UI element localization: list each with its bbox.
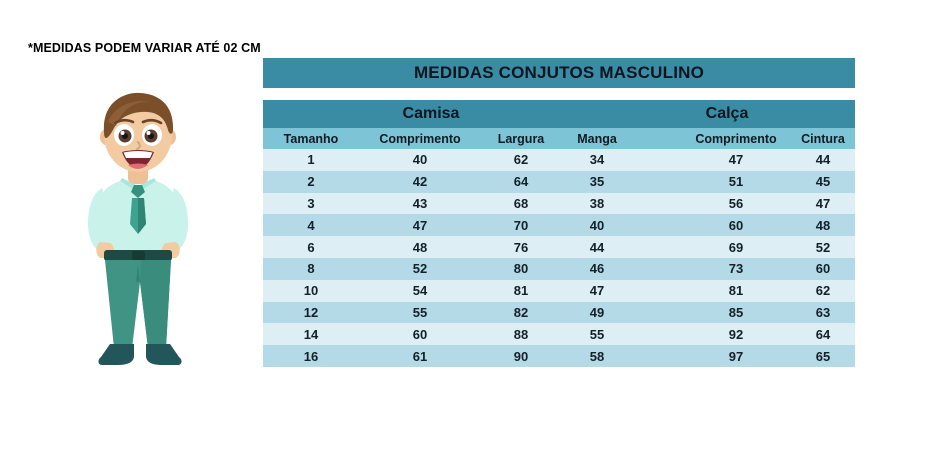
cell-calca-comprimento: 56 xyxy=(728,195,744,211)
cell-calca-comprimento: 51 xyxy=(728,174,744,190)
table-row: 3 43 68 38 56 47 xyxy=(263,192,855,215)
table-row: 14 60 88 55 92 64 xyxy=(263,323,855,346)
cell-calca-comprimento: 60 xyxy=(728,217,744,233)
cell-calca-comprimento: 47 xyxy=(728,152,744,168)
measurement-tolerance-note: *MEDIDAS PODEM VARIAR ATÉ 02 CM xyxy=(28,41,261,55)
cartoon-boy-illustration xyxy=(62,82,214,374)
cell-camisa-comprimento: 42 xyxy=(412,174,428,190)
cell-calca-cintura: 45 xyxy=(815,174,831,190)
cell-camisa-comprimento: 54 xyxy=(412,283,428,299)
cell-camisa-largura: 88 xyxy=(513,326,529,342)
cell-camisa-largura: 90 xyxy=(513,348,529,364)
table-row: 10 54 81 47 81 62 xyxy=(263,279,855,302)
table-row: 2 42 64 35 51 45 xyxy=(263,170,855,193)
cell-camisa-comprimento: 48 xyxy=(412,239,428,255)
cell-camisa-largura: 68 xyxy=(513,195,529,211)
group-header-row: Camisa Calça xyxy=(263,100,855,128)
table-row: 8 52 80 46 73 60 xyxy=(263,257,855,280)
cell-camisa-comprimento: 40 xyxy=(412,152,428,168)
cell-camisa-comprimento: 61 xyxy=(412,348,428,364)
group-label-camisa: Camisa xyxy=(402,105,460,122)
cell-tamanho: 10 xyxy=(303,283,319,299)
cell-calca-comprimento: 92 xyxy=(728,326,744,342)
cell-camisa-manga: 34 xyxy=(589,152,605,168)
cell-camisa-largura: 76 xyxy=(513,239,529,255)
cell-camisa-manga: 58 xyxy=(589,348,605,364)
cell-camisa-manga: 47 xyxy=(589,283,605,299)
cell-calca-comprimento: 69 xyxy=(728,239,744,255)
column-header-calca-comprimento: Comprimento xyxy=(695,131,777,146)
cell-calca-cintura: 63 xyxy=(815,304,831,320)
cell-camisa-comprimento: 52 xyxy=(412,261,428,277)
cell-camisa-comprimento: 55 xyxy=(412,304,428,320)
cell-camisa-largura: 64 xyxy=(513,174,529,190)
cell-camisa-comprimento: 43 xyxy=(412,195,428,211)
cell-camisa-manga: 38 xyxy=(589,195,605,211)
cell-calca-cintura: 44 xyxy=(815,152,831,168)
cell-calca-cintura: 48 xyxy=(815,217,831,233)
title-spacer xyxy=(263,88,855,100)
table-row: 1 40 62 34 47 44 xyxy=(263,149,855,171)
column-header-camisa-comprimento: Comprimento xyxy=(379,131,461,146)
cell-calca-comprimento: 97 xyxy=(728,348,744,364)
cell-camisa-largura: 81 xyxy=(513,283,529,299)
column-header-tamanho: Tamanho xyxy=(283,131,339,146)
table-title-bar: MEDIDAS CONJUTOS MASCULINO xyxy=(263,58,855,88)
size-chart-table: MEDIDAS CONJUTOS MASCULINO Camisa Calça … xyxy=(263,58,855,367)
cell-camisa-manga: 46 xyxy=(589,261,605,277)
group-header-calca: Calça xyxy=(599,100,855,128)
cell-calca-comprimento: 85 xyxy=(728,304,744,320)
column-header-row: Tamanho Comprimento Largura Manga Compri… xyxy=(263,128,855,149)
table-row: 6 48 76 44 69 52 xyxy=(263,236,855,258)
cell-calca-cintura: 62 xyxy=(815,283,831,299)
cell-calca-cintura: 65 xyxy=(815,348,831,364)
cell-camisa-manga: 49 xyxy=(589,304,605,320)
cell-calca-comprimento: 81 xyxy=(728,283,744,299)
table-row: 4 47 70 40 60 48 xyxy=(263,214,855,237)
table-body: 1 40 62 34 47 44 2 42 64 35 51 45 3 43 68 38 56 47 4 47 70 40… xyxy=(263,149,855,367)
cell-camisa-largura: 80 xyxy=(513,261,529,277)
page-title: MEDIDAS CONJUTOS MASCULINO xyxy=(413,63,705,82)
table-row: 12 55 82 49 85 63 xyxy=(263,301,855,324)
cell-tamanho: 16 xyxy=(303,348,319,364)
column-header-calca-cintura: Cintura xyxy=(801,131,845,146)
cell-tamanho: 1 xyxy=(307,152,315,168)
cell-tamanho: 14 xyxy=(303,326,319,342)
cell-camisa-manga: 44 xyxy=(589,239,605,255)
cell-calca-comprimento: 73 xyxy=(728,261,744,277)
cell-camisa-largura: 82 xyxy=(513,304,529,320)
cell-tamanho: 3 xyxy=(307,195,315,211)
cell-camisa-comprimento: 60 xyxy=(412,326,428,342)
group-label-calca: Calça xyxy=(705,105,749,122)
column-header-camisa-largura: Largura xyxy=(497,131,545,146)
cell-tamanho: 2 xyxy=(307,174,315,190)
cell-tamanho: 12 xyxy=(303,304,319,320)
cell-tamanho: 4 xyxy=(307,217,315,233)
cell-calca-cintura: 52 xyxy=(815,239,831,255)
cell-camisa-largura: 62 xyxy=(513,152,529,168)
cell-tamanho: 8 xyxy=(307,261,315,277)
cell-camisa-manga: 40 xyxy=(589,217,605,233)
column-header-camisa-manga: Manga xyxy=(577,131,617,146)
group-header-camisa: Camisa xyxy=(263,100,599,128)
cell-calca-cintura: 47 xyxy=(815,195,831,211)
cell-calca-cintura: 64 xyxy=(815,326,831,342)
table-row: 16 61 90 58 97 65 xyxy=(263,345,855,367)
cell-camisa-comprimento: 47 xyxy=(412,217,428,233)
cell-camisa-largura: 70 xyxy=(513,217,529,233)
cell-camisa-manga: 35 xyxy=(589,174,605,190)
cell-camisa-manga: 55 xyxy=(589,326,605,342)
cell-tamanho: 6 xyxy=(307,239,315,255)
cell-calca-cintura: 60 xyxy=(815,261,831,277)
